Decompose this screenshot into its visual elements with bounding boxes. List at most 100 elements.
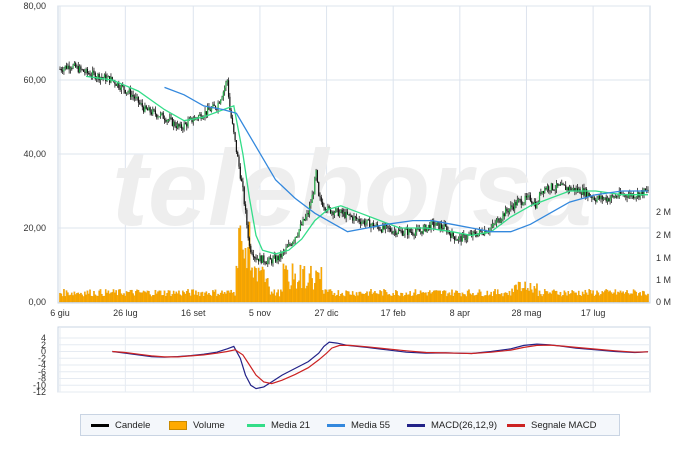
volume-bar: [464, 294, 466, 303]
volume-bar: [496, 289, 499, 303]
legend-label-media-21: Media 21: [271, 419, 311, 431]
volume-bar: [183, 292, 185, 303]
legend-item-candele[interactable]: Candele: [91, 415, 150, 435]
volume-bar: [422, 292, 425, 303]
candle-body: [153, 109, 155, 111]
volume-bar: [622, 291, 624, 303]
volume-bar: [229, 292, 231, 303]
volume-bar: [631, 293, 634, 303]
candle-body: [302, 219, 304, 225]
candle-body: [316, 170, 319, 183]
candle-body: [405, 228, 407, 230]
volume-bar: [577, 290, 580, 303]
candle-body: [563, 184, 565, 186]
candle-body: [256, 258, 258, 260]
price-tick-label: 60,00: [23, 75, 46, 85]
candle-body: [305, 216, 307, 221]
volume-bar: [448, 292, 451, 303]
volume-bar: [419, 290, 422, 303]
candle-body: [642, 190, 644, 196]
volume-bar: [195, 290, 197, 303]
candle-body: [237, 152, 239, 157]
volume-bar: [219, 292, 222, 303]
candle-body: [383, 224, 385, 229]
candle-body: [616, 196, 618, 198]
volume-bar: [78, 294, 81, 303]
candle-body: [542, 190, 545, 193]
volume-bar: [295, 288, 298, 303]
volume-bar: [564, 292, 567, 303]
volume-bar: [546, 291, 549, 303]
date-axis-ticks: 6 giu 26 lug 16 set 5 nov 27 dic 17 feb 8 apr 2…: [50, 308, 605, 318]
volume-bar: [617, 291, 619, 303]
legend-swatch-media-21: [247, 423, 265, 427]
volume-bar: [508, 291, 511, 303]
volume-bar: [300, 288, 303, 303]
volume-bar: [504, 292, 507, 303]
volume-bar: [614, 289, 617, 303]
volume-bar: [371, 294, 374, 303]
volume-bar: [82, 296, 85, 303]
candle-body: [213, 104, 215, 106]
volume-bar: [562, 295, 564, 303]
candle-body: [544, 188, 546, 193]
candle-body: [301, 224, 303, 226]
candle-body: [459, 236, 461, 238]
legend-item-volume[interactable]: Volume: [169, 415, 225, 435]
date-tick-label: 28 mag: [511, 308, 541, 318]
legend-item-segnale-macd[interactable]: Segnale MACD: [507, 415, 596, 435]
volume-bar: [431, 292, 434, 303]
candle-body: [150, 112, 153, 115]
volume-bar: [606, 289, 609, 303]
candle-body: [494, 223, 496, 225]
volume-bar: [366, 291, 368, 303]
candle-body: [523, 202, 525, 205]
candle-body: [241, 178, 243, 182]
candle-body: [421, 231, 423, 234]
candle-body: [455, 239, 457, 241]
volume-bar: [94, 294, 97, 303]
candle-body: [327, 206, 329, 212]
candle-body: [646, 189, 648, 191]
candle-body: [349, 214, 351, 217]
volume-bar: [421, 292, 423, 303]
candle-body: [575, 188, 577, 192]
candle-body: [98, 73, 100, 81]
volume-bar: [151, 295, 154, 303]
candle-body: [604, 197, 606, 199]
volume-bar: [609, 290, 611, 303]
volume-bar: [168, 290, 171, 303]
candle-body: [553, 189, 555, 191]
volume-bar: [252, 277, 255, 303]
candle-body: [386, 225, 388, 227]
volume-bar: [572, 291, 575, 303]
candle-body: [167, 119, 170, 121]
candle-body: [366, 219, 368, 223]
volume-bar: [176, 293, 179, 303]
candle-body: [285, 247, 287, 251]
candle-body: [452, 232, 454, 237]
volume-bar: [281, 291, 283, 303]
legend-item-media-21[interactable]: Media 21: [247, 415, 310, 435]
volume-bar: [368, 291, 371, 303]
volume-bar: [76, 293, 78, 303]
candle-body: [291, 242, 294, 246]
volume-bar: [470, 294, 473, 303]
candle-body: [295, 236, 298, 238]
legend-item-media-55[interactable]: Media 55: [327, 415, 390, 435]
candle-body: [549, 190, 551, 192]
volume-bar: [477, 292, 479, 303]
volume-bar: [264, 282, 266, 303]
volume-bar: [159, 290, 162, 303]
candle-body: [480, 229, 482, 232]
volume-bar: [80, 292, 82, 303]
volume-bar: [568, 294, 571, 303]
candle-body: [357, 219, 359, 221]
candle-body: [626, 196, 628, 198]
price-tick-label: 80,00: [23, 1, 46, 11]
volume-bar: [104, 289, 107, 303]
legend-item-macd[interactable]: MACD(26,12,9): [407, 415, 497, 435]
candle-body: [613, 196, 615, 198]
candle-body: [323, 206, 325, 208]
candle-body: [68, 65, 70, 70]
